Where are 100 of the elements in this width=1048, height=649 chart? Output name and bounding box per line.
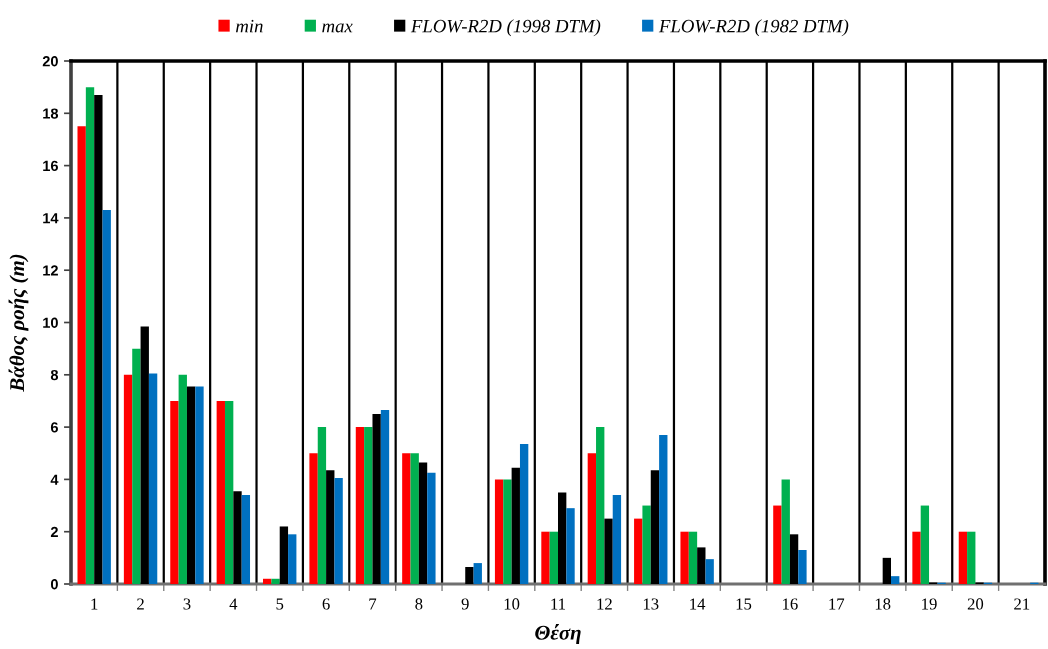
bar — [427, 472, 436, 584]
bar — [519, 444, 529, 584]
y-tick-label: 4 — [50, 474, 59, 485]
y-tick-label: 0 — [50, 579, 58, 590]
x-tick-label: 1 — [91, 598, 98, 610]
bar — [503, 479, 512, 584]
bar — [170, 400, 179, 584]
x-tick-label: 12 — [597, 598, 612, 610]
bar — [241, 495, 251, 584]
bar — [402, 453, 411, 584]
bar — [279, 526, 289, 584]
bar — [148, 373, 158, 584]
bar — [140, 326, 149, 584]
x-tick-label: 2 — [137, 598, 144, 610]
bar — [920, 505, 930, 584]
y-tick-label: 6 — [50, 422, 58, 433]
bar — [697, 547, 706, 584]
bar — [549, 531, 558, 584]
x-tick-label: 8 — [415, 598, 423, 610]
bar — [317, 427, 327, 584]
x-axis-title: Θέση — [535, 624, 581, 644]
x-tick-label: 6 — [322, 598, 330, 610]
y-tick-label: 10 — [43, 317, 58, 328]
bar — [642, 505, 651, 584]
bar — [102, 210, 111, 584]
bar — [882, 557, 892, 584]
bar — [958, 531, 968, 584]
bar — [224, 400, 234, 584]
bar — [891, 576, 900, 584]
bar — [372, 414, 381, 584]
bar — [380, 410, 390, 584]
bar — [773, 505, 782, 584]
bar — [288, 534, 297, 584]
bar — [216, 400, 225, 584]
bar — [798, 550, 807, 584]
bar — [132, 348, 141, 584]
bar — [410, 453, 419, 584]
bar — [705, 559, 714, 584]
x-tick-label: 19 — [922, 598, 937, 610]
bar — [789, 534, 799, 584]
bar — [680, 531, 689, 584]
bar — [123, 374, 133, 584]
y-tick-label: 14 — [43, 213, 59, 224]
bar — [94, 95, 103, 584]
bar — [634, 518, 643, 584]
y-axis-title: Βάθος ροής (m) — [8, 254, 29, 392]
bar — [596, 427, 605, 584]
legend-label: max — [322, 23, 353, 33]
x-tick-label: 10 — [504, 598, 520, 610]
x-tick-label: 21 — [1014, 598, 1030, 610]
bar — [967, 531, 976, 584]
x-tick-label: 20 — [967, 598, 984, 610]
x-tick-label: 18 — [875, 598, 891, 610]
bar — [541, 531, 550, 584]
bar — [558, 492, 567, 584]
y-tick-label: 2 — [50, 526, 58, 537]
y-tick-label: 16 — [43, 160, 58, 172]
bar — [233, 491, 242, 584]
legend-label: min — [236, 19, 263, 33]
bar — [473, 563, 482, 584]
legend-label: FLOW-R2D (1998 DTM) — [410, 19, 601, 37]
bar — [85, 87, 95, 584]
x-tick-label: 3 — [183, 598, 191, 610]
bar — [186, 386, 196, 584]
x-tick-label: 15 — [736, 598, 752, 610]
bar — [781, 479, 790, 584]
x-tick-label: 17 — [829, 598, 845, 610]
bar — [912, 531, 921, 584]
bar — [659, 434, 668, 584]
bar — [195, 386, 204, 584]
bar — [418, 462, 428, 584]
x-tick-label: 7 — [369, 598, 377, 610]
legend-label: FLOW-R2D (1982 DTM) — [658, 19, 849, 37]
x-tick-label: 16 — [783, 598, 798, 610]
bar — [650, 470, 660, 584]
bar — [511, 467, 520, 584]
bar — [334, 478, 343, 584]
bar — [604, 518, 613, 584]
bar — [355, 427, 365, 584]
bar — [364, 427, 373, 584]
x-tick-label: 4 — [229, 598, 238, 610]
bar — [465, 567, 474, 584]
bar — [587, 453, 597, 584]
bar — [178, 374, 187, 584]
y-tick-label: 12 — [43, 265, 58, 276]
bar — [612, 495, 622, 584]
bar — [326, 470, 335, 584]
x-tick-label: 14 — [690, 598, 706, 610]
bar — [688, 531, 698, 584]
bar — [263, 578, 272, 584]
bar — [77, 126, 86, 584]
bar — [271, 578, 280, 584]
x-tick-label: 5 — [276, 598, 284, 610]
bar — [566, 508, 575, 584]
bar — [309, 453, 318, 584]
x-tick-label: 11 — [551, 598, 566, 610]
x-tick-label: 9 — [461, 598, 469, 610]
y-tick-label: 20 — [42, 56, 58, 67]
x-tick-label: 13 — [643, 598, 659, 610]
y-tick-label: 18 — [43, 108, 59, 119]
